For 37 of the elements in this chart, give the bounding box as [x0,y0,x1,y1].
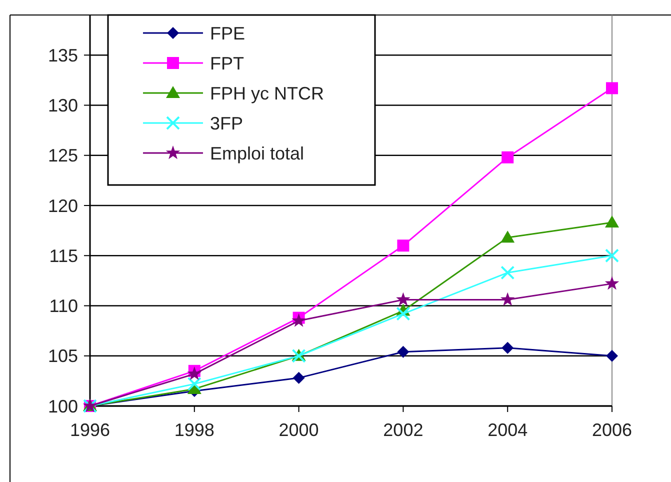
y-tick-label: 100 [48,396,78,416]
x-tick-label: 1996 [70,420,110,440]
point [502,342,514,354]
point [605,248,619,263]
y-tick-label: 105 [48,346,78,366]
point [397,240,410,252]
legend-label: Emploi total [210,143,304,164]
point [187,366,202,380]
point [605,216,619,228]
point [500,230,515,243]
point [606,350,618,362]
legend-label: FPH yc NTCR [210,83,324,104]
legend-label: FPT [210,53,244,74]
legend-label: 3FP [210,113,244,134]
point [500,266,515,280]
x-tick-label: 1998 [174,420,214,440]
x-tick-label: 2000 [278,420,319,440]
x-tick-label: 2006 [592,420,632,440]
point [502,151,514,164]
y-tick-label: 125 [48,146,78,166]
x-tick-label: 2002 [383,420,424,440]
y-tick-label: 115 [49,246,78,266]
point [604,276,620,290]
y-tick-label: 110 [49,296,78,316]
legend-label: FPE [210,23,246,44]
y-tick-label: 135 [48,45,78,66]
point [397,346,410,358]
point [187,376,202,391]
point [396,306,410,321]
point [292,313,306,327]
y-tick-label: 120 [48,196,78,216]
point [292,372,305,384]
x-tick-label: 2004 [488,420,528,440]
y-tick-label: 130 [48,96,78,116]
point [500,292,515,306]
point [606,82,618,94]
point [396,292,410,306]
